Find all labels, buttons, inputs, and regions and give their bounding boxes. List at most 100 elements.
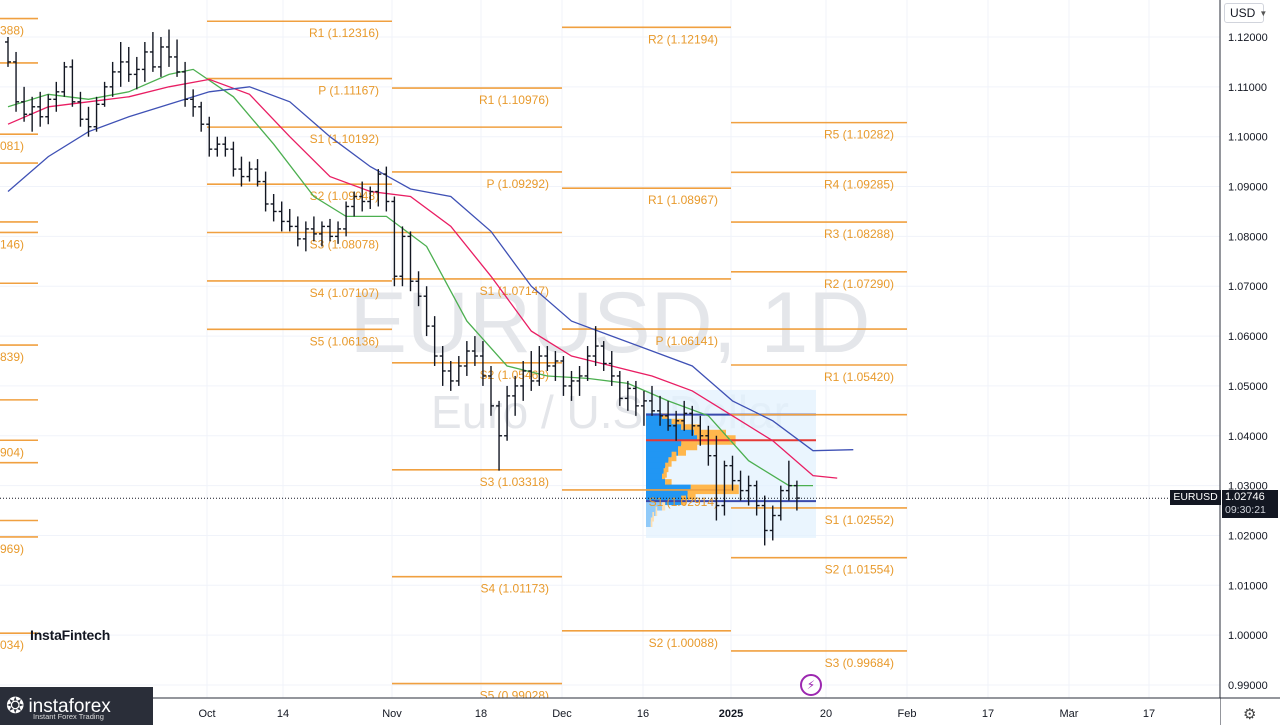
last-price: 1.02746 — [1225, 491, 1265, 503]
currency-label: USD — [1230, 6, 1256, 20]
ohlc-bar — [415, 271, 422, 307]
pivot-level-label: 1.081) — [0, 139, 24, 153]
ohlc-bar — [206, 116, 213, 157]
currency-dropdown[interactable]: USD ▼ — [1224, 3, 1268, 23]
ohlc-bar — [536, 346, 543, 386]
ohlc-bar — [624, 380, 631, 411]
ohlc-bar — [697, 415, 704, 446]
ohlc-bar — [447, 361, 454, 391]
ohlc-bar — [649, 385, 655, 416]
price-axis-tick-label: 1.11000 — [1228, 82, 1267, 94]
volume-bin-sell — [663, 468, 667, 478]
ohlc-bar — [238, 156, 245, 187]
ohlc-bar — [455, 356, 462, 386]
moving-average-line — [7, 78, 838, 479]
ohlc-bar — [335, 221, 342, 244]
volume-bin-buy — [646, 479, 666, 489]
ohlc-bar — [745, 475, 752, 506]
ohlc-bar — [479, 341, 486, 386]
pivot-level-label: S3 (0.99684) — [825, 656, 894, 670]
symbol-tag: EURUSD — [1170, 490, 1221, 505]
ohlc-bar — [383, 166, 390, 212]
ohlc-bar — [29, 96, 36, 132]
pivot-level-label: P (1.11167) — [318, 84, 379, 98]
price-axis-tick-label: 1.03000 — [1228, 481, 1268, 493]
ohlc-bar — [359, 181, 366, 212]
ohlc-bar — [166, 29, 172, 67]
pivot-level-label: R2 (1.12194) — [648, 32, 718, 46]
pivot-level-label: 1.1388) — [0, 24, 24, 38]
ohlc-bar — [61, 61, 68, 97]
ohlc-bar — [37, 91, 44, 127]
watermark-symbol: EURUSD, 1D — [350, 275, 871, 371]
volume-bin-buy — [646, 457, 669, 467]
pivot-level-label: 1.969) — [0, 542, 24, 556]
ohlc-bar — [761, 495, 768, 546]
ohlc-bar — [310, 216, 317, 242]
volume-bin-sell — [694, 429, 726, 440]
volume-bin-buy — [646, 451, 672, 462]
volume-bin-sell — [687, 490, 696, 500]
volume-bin-buy — [646, 446, 678, 456]
ohlc-bar — [93, 96, 100, 132]
ohlc-bar — [616, 370, 623, 406]
price-axis-tick-label: 1.02000 — [1228, 530, 1268, 542]
chevron-down-icon: ▼ — [1259, 8, 1268, 18]
moving-average-line — [7, 86, 854, 452]
ohlc-bar — [496, 400, 503, 471]
ohlc-bar — [640, 390, 647, 426]
ohlc-bar — [149, 32, 156, 72]
ohlc-bar — [327, 218, 333, 242]
instaforex-tagline: Instant Forex Trading — [33, 712, 104, 721]
ohlc-bar — [133, 56, 140, 90]
price-axis-tick-label: 1.09000 — [1228, 182, 1268, 194]
ohlc-bar — [544, 346, 551, 371]
volume-bin-sell — [671, 418, 685, 429]
ohlc-bar — [512, 375, 519, 416]
price-axis-tick-label: 0.99000 — [1228, 680, 1268, 692]
volume-bin-sell — [652, 512, 654, 522]
ohlc-bar — [198, 101, 205, 132]
volume-bin-buy — [646, 501, 662, 511]
volume-bin-sell — [678, 446, 686, 456]
time-axis-tick-label: 2025 — [719, 708, 743, 720]
pivot-level-label: S1 (1.02552) — [825, 513, 894, 527]
lightning-bolt-icon[interactable]: ⚡ — [800, 674, 822, 696]
price-axis-tick-label: 1.06000 — [1228, 331, 1268, 343]
ohlc-bar — [737, 470, 744, 501]
pivot-level-label: R1 (1.05420) — [824, 370, 894, 384]
ohlc-bar — [351, 191, 358, 217]
ohlc-bar — [399, 226, 406, 287]
ohlc-bar — [278, 201, 285, 232]
ohlc-bar — [141, 41, 148, 82]
ohlc-bar — [423, 286, 430, 337]
ohlc-bar — [85, 106, 92, 137]
volume-bin-sell — [662, 413, 669, 423]
pivot-level-label: 1.034) — [0, 638, 24, 652]
pivot-level-label: R1 (1.08967) — [648, 193, 718, 207]
last-price-tag: 1.02746 09:30:21 — [1222, 490, 1278, 518]
ohlc-bar — [270, 194, 277, 222]
ohlc-bar — [504, 385, 511, 441]
pivot-level-label: S1 (1.07147) — [480, 284, 549, 298]
volume-bin-buy — [646, 468, 664, 478]
bar-countdown: 09:30:21 — [1225, 504, 1266, 516]
ohlc-bar — [246, 161, 253, 182]
time-axis-tick-label: 20 — [820, 708, 832, 720]
price-axis-tick-label: 1.01000 — [1228, 580, 1268, 592]
pivot-level-label: S4 (1.07107) — [310, 286, 379, 300]
ohlc-bar — [262, 171, 269, 212]
ohlc-bar — [214, 136, 221, 157]
ohlc-bar — [21, 86, 28, 122]
ohlc-bar — [174, 39, 181, 77]
time-axis-tick-label: 16 — [637, 708, 649, 720]
volume-bin-buy — [646, 473, 662, 484]
price-axis-tick-label: 1.04000 — [1228, 431, 1268, 443]
price-axis-tick-label: 1.10000 — [1228, 132, 1268, 144]
volume-bin-sell — [681, 440, 698, 451]
ohlc-bar — [471, 336, 478, 366]
volume-bin-sell — [655, 506, 658, 517]
pivot-level-label: S1 (1.10192) — [310, 132, 379, 146]
gear-icon[interactable]: ⚙ — [1243, 706, 1257, 723]
